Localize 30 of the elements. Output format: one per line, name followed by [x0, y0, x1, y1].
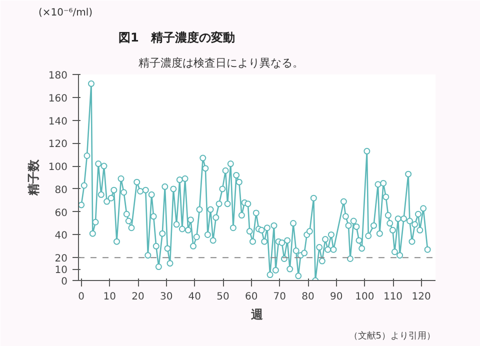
- x-tick-label: 80: [302, 292, 314, 302]
- x-tick-label: 20: [132, 292, 144, 302]
- y-tick-label: 180: [48, 70, 68, 82]
- x-tick-label: 90: [330, 292, 343, 302]
- x-tick-label: 60: [244, 292, 258, 302]
- x-tick-label: 110: [383, 292, 403, 302]
- y-tick-label: 20: [54, 254, 68, 265]
- x-tick-label: 10: [103, 292, 116, 302]
- x-tick-label: 100: [355, 292, 374, 302]
- x-tick-label: 30: [160, 292, 173, 302]
- y-tick-label: 120: [48, 139, 68, 150]
- y-tick-label: 160: [48, 93, 68, 104]
- text: (×10⁻⁶/ml): [38, 8, 93, 18]
- x-tick-label: 40: [188, 292, 202, 302]
- chart-title: 図1 精子濃度の変動: [118, 30, 235, 44]
- y-tick-label: 60: [54, 208, 68, 219]
- x-axis-title: 週: [250, 308, 264, 322]
- chart-subtitle: 精子濃度は検査日により異なる。: [138, 56, 304, 70]
- text: （文献5）より引用）: [348, 330, 436, 342]
- x-tick-label: 0: [78, 292, 85, 302]
- x-tick-label: 120: [412, 292, 431, 302]
- y-tick-label: 40: [54, 230, 68, 242]
- x-tick-label: 50: [216, 292, 230, 302]
- y-axis-title: 精子数: [26, 158, 40, 196]
- x-tick-label: 70: [273, 292, 286, 302]
- y-tick-label: 80: [54, 184, 68, 196]
- y-tick-label: 100: [48, 162, 68, 174]
- y-tick-label: 0: [61, 276, 68, 288]
- y-tick-label: 10: [54, 265, 68, 276]
- y-tick-label: 140: [48, 116, 68, 128]
